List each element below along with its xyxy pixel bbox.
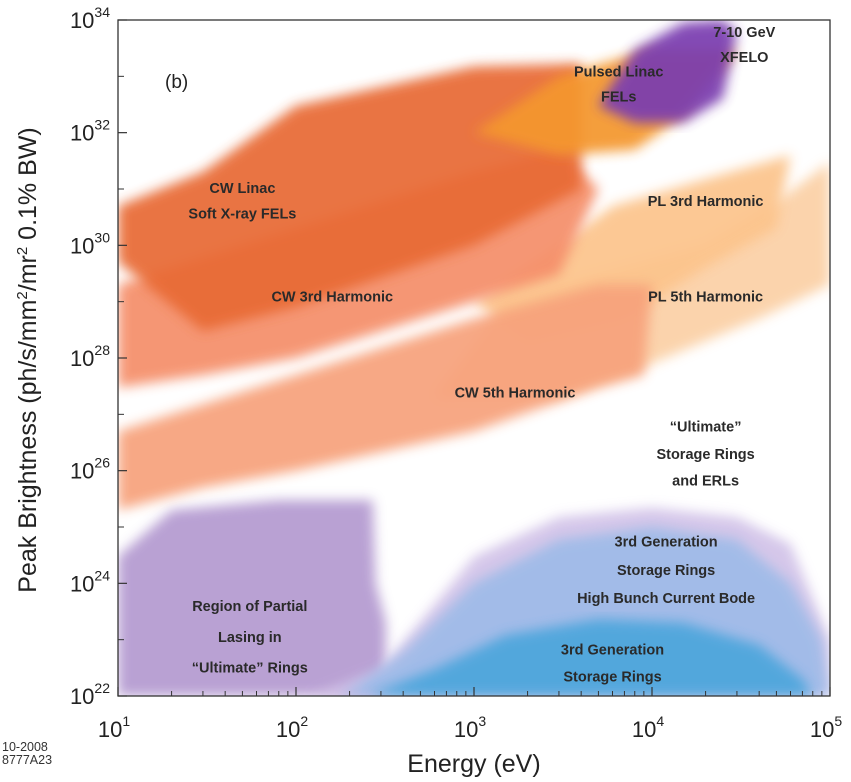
region-label-3rd-gen-high-current: High Bunch Current Bode [577,591,755,607]
x-tick-label: 105 [810,713,842,742]
emission-regions [118,20,830,696]
region-label-3rd-gen: 3rd Generation [561,642,664,658]
region-label-xfelo: 7-10 GeV [713,25,775,41]
y-tick-label: 1030 [70,229,110,258]
y-axis-ticks: 1022 1024 1026 1028 1030 1032 1034 [70,4,127,709]
region-label-pulsed-linac-fels: Pulsed Linac [574,64,663,80]
region-label-ultimate-rings-halo: and ERLs [672,473,739,489]
region-label-xfelo: XFELO [720,50,768,66]
y-tick-label: 1024 [70,567,110,596]
region-label-pl-3rd-harmonic: PL 3rd Harmonic [648,194,764,210]
region-label-pulsed-linac-fels: FELs [601,89,636,105]
y-tick-label: 1034 [70,4,110,33]
x-tick-label: 102 [276,713,308,742]
x-tick-label: 103 [454,713,486,742]
figure-code: 10-2008 8777A23 [2,741,52,767]
y-axis-title: Peak Brightness (ph/s/mm2/mr2 0.1% BW) [14,127,42,592]
region-labels: Region of Partial Lasing in “Ultimate” Rin… [188,25,775,686]
y-tick-label: 1028 [70,342,110,371]
panel-label: (b) [165,72,188,93]
region-label-3rd-gen: Storage Rings [563,670,661,686]
region-label-partial-lasing: Region of Partial [192,599,307,615]
x-axis-ticks: 101 102 103 104 105 [98,687,842,742]
region-partial-lasing [118,500,386,696]
region-label-cw-linac-soft-xray: Soft X-ray FELs [188,207,296,223]
x-tick-label: 101 [98,713,130,742]
region-label-cw-3rd-harmonic: CW 3rd Harmonic [271,290,393,306]
region-cw-linac-soft-xray [118,63,582,332]
region-label-cw-linac-soft-xray: CW Linac [209,181,275,197]
figure-date: 10-2008 [2,740,48,754]
region-label-ultimate-rings-halo: “Ultimate” [670,419,742,435]
region-label-partial-lasing: Lasing in [218,630,282,646]
region-label-3rd-gen-high-current: 3rd Generation [615,535,718,551]
y-tick-label: 1022 [70,680,110,709]
x-axis-title: Energy (eV) [407,750,540,778]
figure-id: 8777A23 [2,753,53,767]
x-tick-label: 104 [632,713,664,742]
region-3rd-gen [366,619,813,696]
y-tick-label: 1026 [70,455,110,484]
region-label-ultimate-rings-halo: Storage Rings [656,447,754,463]
region-label-3rd-gen-high-current: Storage Rings [617,563,715,579]
y-tick-label: 1032 [70,117,110,146]
region-pl-3rd-harmonic [474,155,791,341]
region-label-cw-5th-harmonic: CW 5th Harmonic [455,385,576,401]
region-cw-5th-harmonic [118,284,652,510]
region-label-pl-5th-harmonic: PL 5th Harmonic [648,290,763,306]
region-xfelo [598,20,737,123]
region-label-partial-lasing: “Ultimate” Rings [192,661,308,677]
